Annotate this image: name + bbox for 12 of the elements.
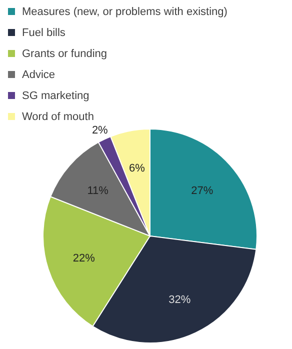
legend-label: Grants or funding	[22, 48, 107, 60]
legend-label: Advice	[22, 69, 56, 81]
data-label: 11%	[87, 185, 109, 198]
data-label: 2%	[92, 124, 108, 136]
legend-label: SG marketing	[22, 90, 90, 102]
data-label: 22%	[72, 252, 96, 264]
data-label: 6%	[129, 162, 146, 175]
data-label: 27%	[191, 185, 214, 198]
legend-label: Word of mouth	[22, 111, 94, 123]
data-label: 32%	[168, 294, 191, 306]
legend-label: Fuel bills	[22, 27, 66, 39]
legend-label: Measures (new, or problems with existing)	[22, 6, 228, 18]
